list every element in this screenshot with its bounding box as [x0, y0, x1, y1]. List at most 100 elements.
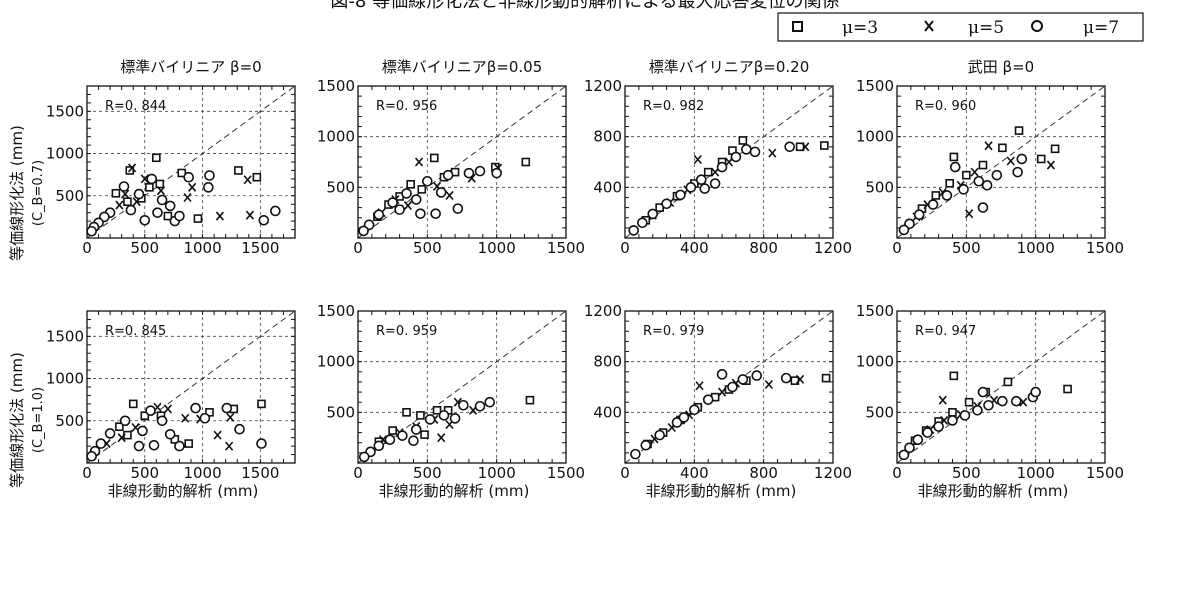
data-point-circle [86, 450, 97, 462]
data-point-circle [904, 442, 915, 454]
data-point-square [1050, 144, 1060, 154]
data-point-cross [117, 433, 126, 443]
data-point-circle [977, 386, 989, 398]
series-μ=7 [898, 386, 1041, 461]
data-point-square [184, 439, 193, 448]
data-point-cross [140, 174, 149, 184]
data-point-cross [437, 433, 446, 443]
data-point-circle [689, 404, 700, 416]
data-point-circle [152, 207, 163, 218]
x-tick-label: 400 [680, 464, 709, 482]
data-point-square [703, 167, 713, 177]
correlation-label: R=0. 845 [105, 324, 166, 339]
scatter-panel-2: 標準バイリニアβ=0.05 0 500 1000 1500 500 1000 1500 R=0.… [317, 58, 585, 257]
data-point-circle [972, 405, 983, 416]
data-point-cross [693, 154, 702, 164]
series-μ=3 [374, 395, 535, 447]
data-point-square [945, 178, 954, 188]
data-point-circle [125, 204, 137, 216]
data-point-square [962, 170, 971, 180]
data-point-circle [741, 144, 752, 155]
y-tick-label: 1500 [317, 77, 355, 95]
data-point-cross [801, 142, 810, 152]
x-tick-label: 0 [892, 464, 902, 482]
data-point-circle [270, 205, 281, 217]
data-point-cross [938, 395, 947, 405]
plot-frame [896, 85, 1106, 239]
legend-entry-mu5: μ=5 [924, 18, 1004, 38]
data-point-circle [119, 415, 131, 427]
data-point-square [998, 143, 1007, 153]
legend: μ=3 μ=5 μ=7 [777, 12, 1144, 42]
data-point-cross [181, 413, 190, 423]
data-point-circle [148, 439, 160, 451]
series-μ=7 [86, 402, 267, 462]
series-μ=3 [917, 126, 1060, 213]
data-point-circle [671, 417, 683, 428]
x-tick-label: 1500 [547, 464, 585, 482]
data-point-circle [977, 202, 989, 213]
data-point-cross [970, 167, 979, 177]
data-point-circle [699, 183, 711, 194]
panels: 標準バイリニア β=0 0 500 1000 1500 500 1000 1500 R=0. 8… [46, 58, 1124, 500]
panel-title: 標準バイリニアβ=0.20 [649, 58, 810, 76]
correlation-label: R=0. 956 [376, 99, 437, 114]
data-point-circle [958, 184, 969, 195]
data-point-square [521, 157, 531, 167]
data-point-circle [449, 413, 461, 424]
x-tick-label: 0 [353, 464, 363, 482]
data-point-circle [190, 402, 201, 414]
data-point-circle [981, 180, 993, 191]
data-point-circle [234, 423, 245, 435]
y-tick-label: 800 [593, 353, 622, 371]
data-point-square [420, 430, 429, 439]
x-tick-label: 1500 [1086, 239, 1124, 257]
data-point-circle [394, 204, 405, 215]
data-point-square [163, 211, 173, 221]
y-tick-label: 1500 [856, 302, 894, 320]
x-tick-label: 500 [952, 464, 981, 482]
data-point-circle [637, 217, 648, 229]
y-tick-label: 1000 [856, 353, 894, 371]
data-point-cross [215, 211, 224, 221]
data-point-circle [628, 225, 639, 236]
data-point-cross [764, 379, 773, 389]
x-tick-label: 0 [82, 464, 92, 482]
data-point-circle [164, 428, 176, 440]
data-point-circle [164, 200, 176, 212]
data-point-circle [491, 167, 502, 179]
data-point-square [145, 183, 154, 192]
scatter-panel-8: 0 500 1000 1500 500 1000 1500 R=0. 947 非線形動的解析 (… [856, 302, 1124, 500]
data-point-circle [384, 434, 396, 445]
data-point-circle [430, 208, 441, 219]
data-point-circle [784, 141, 795, 153]
data-point-cross [226, 412, 235, 422]
data-point-circle [751, 370, 763, 381]
data-point-circle [898, 224, 910, 236]
data-point-cross [188, 182, 197, 192]
data-point-square [949, 371, 959, 381]
data-point-circle [452, 203, 464, 214]
correlation-label: R=0. 982 [643, 99, 704, 114]
data-point-cross [1006, 156, 1015, 166]
legend-label-mu5: μ=5 [968, 18, 1004, 38]
data-point-square [234, 166, 243, 175]
data-point-circle [258, 214, 270, 226]
legend-label-mu7: μ=7 [1083, 18, 1119, 38]
data-point-cross [213, 430, 222, 440]
data-point-square [1063, 384, 1072, 394]
x-tick-label: 1500 [547, 239, 585, 257]
y-tick-label: 800 [593, 128, 622, 146]
data-point-square [432, 406, 442, 415]
correlation-label: R=0. 947 [915, 324, 976, 339]
x-tick-label: 0 [82, 239, 92, 257]
plot-frame [624, 85, 834, 239]
data-point-circle [749, 146, 761, 158]
y-tick-label: 400 [593, 178, 622, 196]
data-point-circle [95, 438, 107, 449]
x-tick-label: 800 [749, 464, 778, 482]
data-point-square [257, 399, 266, 409]
y-tick-label: 1000 [46, 145, 84, 163]
